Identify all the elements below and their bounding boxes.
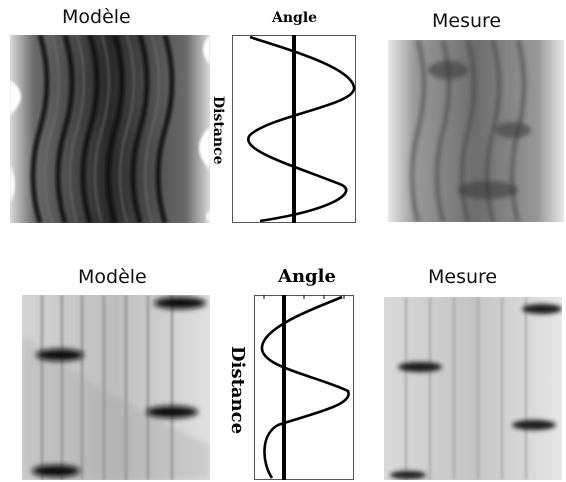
measure-title-bottom: Mesure (428, 266, 498, 288)
model-title-bottom: Modèle (78, 266, 147, 288)
model-image-top (10, 35, 210, 223)
angle-plot-top (232, 35, 356, 223)
angle-title-top: Angle (272, 10, 318, 26)
model-title-top: Modèle (62, 6, 131, 28)
angle-plot-bottom (254, 295, 354, 480)
angle-title-bottom: Angle (278, 266, 336, 287)
model-image-bottom (22, 295, 210, 480)
distance-label-top: Distance (210, 96, 226, 165)
measure-image-top (388, 40, 564, 222)
distance-label-bottom: Distance (227, 346, 248, 435)
measure-title-top: Mesure (432, 10, 502, 32)
measure-image-bottom (384, 297, 562, 480)
